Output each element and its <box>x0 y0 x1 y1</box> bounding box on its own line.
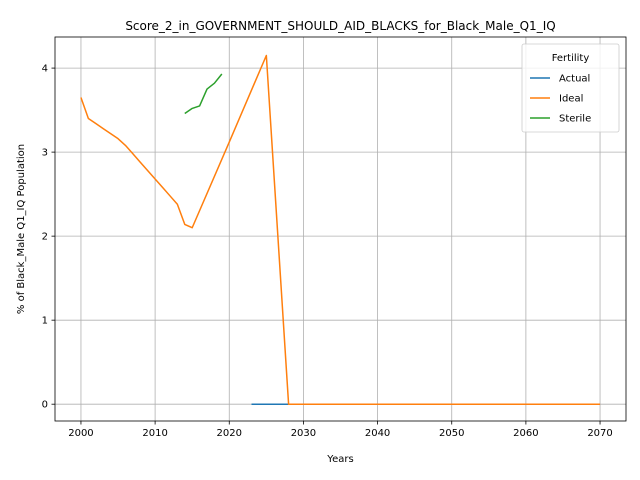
x-tick-label: 2050 <box>439 428 464 439</box>
legend-label-ideal: Ideal <box>559 94 583 105</box>
x-tick-label: 2010 <box>142 428 167 439</box>
legend-label-actual: Actual <box>559 74 590 85</box>
series-line-sterile <box>184 73 223 115</box>
x-axis-label: Years <box>326 454 353 465</box>
y-axis-label: % of Black_Male Q1_IQ Population <box>16 144 27 314</box>
y-tick-label: 0 <box>42 400 48 411</box>
x-tick-label: 2060 <box>513 428 538 439</box>
x-tick-label: 2040 <box>365 428 390 439</box>
legend-box <box>521 43 620 133</box>
plot-frame <box>54 36 627 422</box>
series-line-ideal <box>80 54 601 405</box>
x-tick-label: 2020 <box>217 428 242 439</box>
legend-title: Fertility <box>552 53 590 64</box>
x-tick-label: 2070 <box>587 428 612 439</box>
y-tick-label: 1 <box>42 316 48 327</box>
axis-ticks: 2000 2010 2020 2030 2040 2050 2060 2070 0 1 2 3 4 <box>42 64 613 439</box>
series-lines <box>80 54 601 405</box>
y-tick-label: 4 <box>42 64 48 75</box>
y-tick-label: 3 <box>42 148 48 159</box>
chart-title: Score_2_in_GOVERNMENT_SHOULD_AID_BLACKS_… <box>125 19 555 33</box>
legend: Fertility Actual Ideal Sterile <box>521 43 620 133</box>
y-tick-label: 2 <box>42 232 48 243</box>
legend-label-sterile: Sterile <box>559 114 591 125</box>
x-tick-label: 2030 <box>291 428 316 439</box>
x-tick-label: 2000 <box>68 428 93 439</box>
